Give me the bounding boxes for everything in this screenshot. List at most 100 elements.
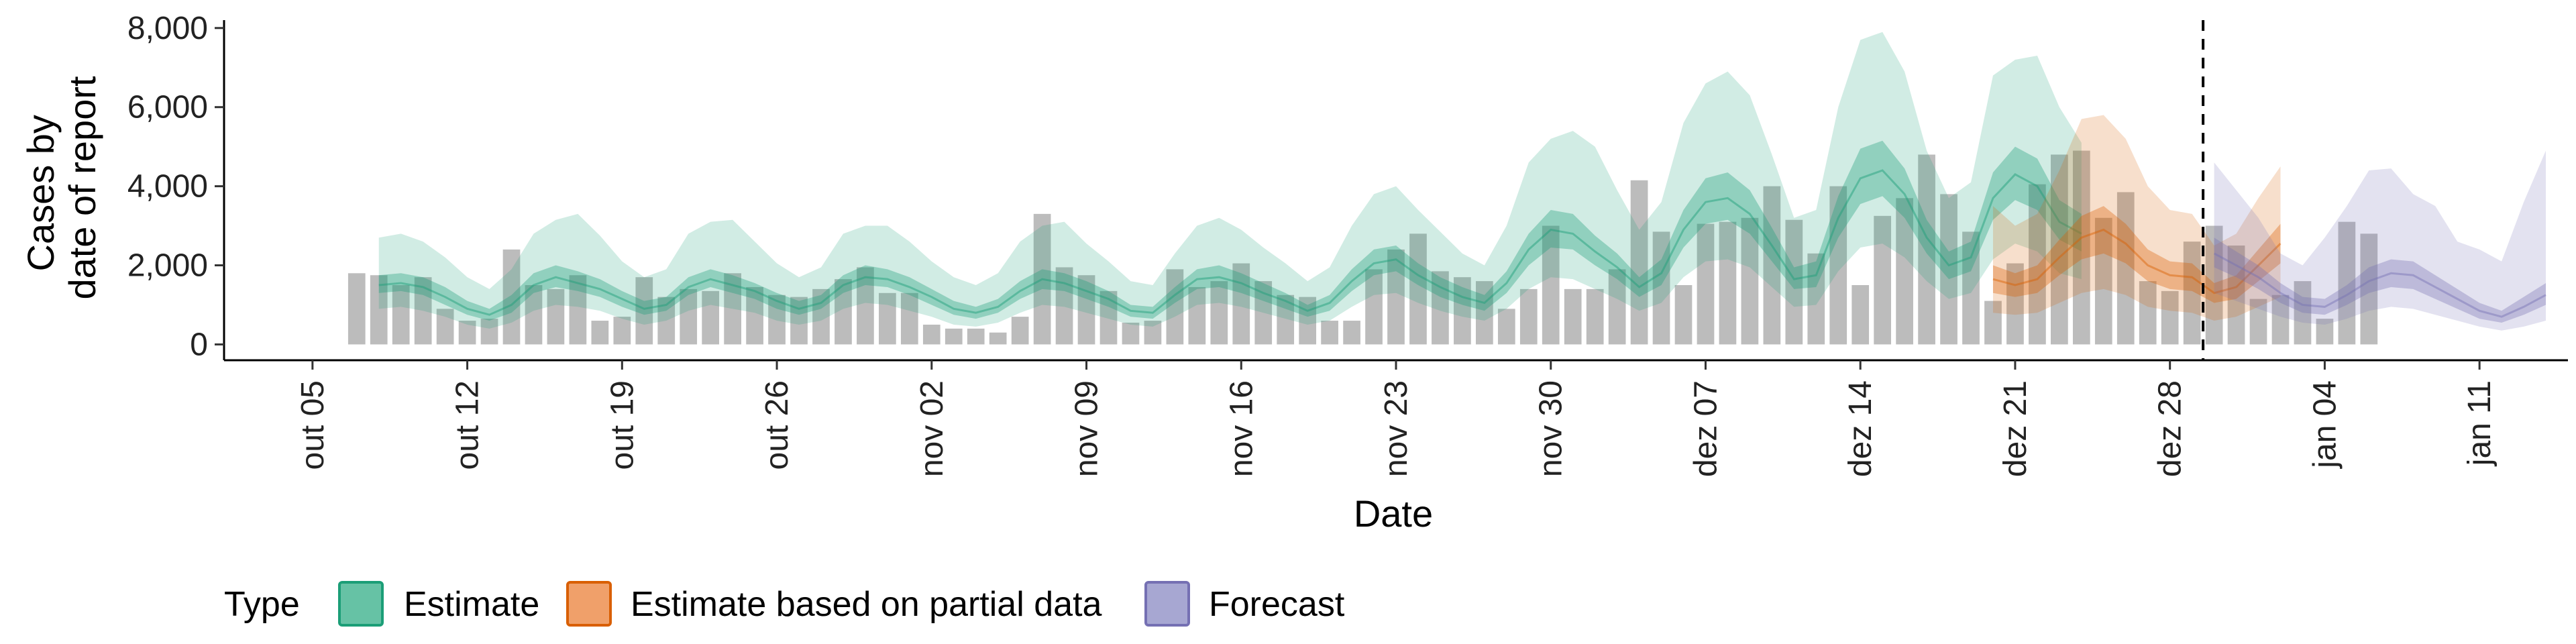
y-tick-label: 6,000 <box>127 90 208 125</box>
case-bar <box>2051 154 2068 345</box>
case-bar <box>1166 269 1184 345</box>
case-bar <box>1542 225 1560 345</box>
case-bar <box>1519 288 1538 345</box>
x-tick-label: jan 04 <box>2307 380 2343 470</box>
case-bar <box>2116 192 2135 345</box>
case-bar <box>1122 322 1140 345</box>
case-bar <box>724 273 741 345</box>
case-bar <box>967 328 985 345</box>
estimate-inner-band <box>378 140 2082 321</box>
x-ticks: out 05 out 12 out 19 out 26 nov 02 nov 09 nov … <box>295 360 2498 477</box>
case-bar <box>2006 263 2024 345</box>
case-bar <box>1299 297 1317 345</box>
partial-outer-band <box>1992 115 2281 321</box>
case-bar <box>525 284 543 345</box>
case-bar <box>1077 275 1095 345</box>
case-bar <box>1918 154 1935 345</box>
case-bar <box>347 273 366 345</box>
case-bar <box>414 277 432 345</box>
case-bar <box>1984 301 2002 345</box>
case-bar <box>2249 299 2267 345</box>
case-bar <box>1409 233 1427 345</box>
case-bar <box>1387 249 1405 345</box>
case-bar <box>1055 267 1073 345</box>
case-bar <box>657 297 676 345</box>
y-ticks: 0 2,000 4,000 6,000 8,000 <box>127 11 224 362</box>
case-bar <box>1432 271 1449 345</box>
x-tick-label: nov 02 <box>914 380 950 477</box>
case-bar <box>1454 277 1471 345</box>
case-bar <box>1033 213 1051 345</box>
case-bar <box>900 292 918 345</box>
case-bar <box>945 328 963 345</box>
case-bar <box>1962 231 1980 345</box>
estimate-outer-band <box>378 32 2082 329</box>
case-bar <box>879 292 896 345</box>
case-bar <box>502 249 521 345</box>
x-tick-label: dez 21 <box>1998 380 2033 477</box>
case-bar <box>2139 281 2157 345</box>
x-tick-label: nov 23 <box>1379 380 1414 477</box>
legend-entry-estimate: Estimate <box>338 581 539 627</box>
x-tick-label: dez 07 <box>1688 380 1723 477</box>
legend-entry-partial: Estimate based on partial data <box>566 581 1102 627</box>
x-tick-label: dez 14 <box>1843 380 1878 477</box>
case-bar <box>1011 317 1029 345</box>
case-bar <box>1475 281 1493 345</box>
case-bar <box>2316 319 2334 345</box>
partial-median-line <box>1992 228 2282 294</box>
case-bar <box>922 324 941 345</box>
case-bar <box>2094 217 2112 345</box>
case-bar <box>2072 150 2090 345</box>
y-tick-label: 0 <box>190 327 208 362</box>
partial-inner-band <box>1992 206 2281 303</box>
case-bar <box>2161 290 2179 345</box>
y-axis-title-line-2: date of report <box>61 76 103 300</box>
case-bar <box>635 277 653 345</box>
x-tick-label: out 26 <box>759 380 795 470</box>
case-bar <box>1099 290 1118 345</box>
case-bar <box>2338 221 2356 345</box>
case-bar <box>1343 321 1360 345</box>
case-bar <box>436 309 454 345</box>
legend-key-forecast <box>1144 581 1190 627</box>
case-bar <box>458 321 476 345</box>
legend-label-forecast: Forecast <box>1209 585 1345 624</box>
case-bar <box>989 332 1007 345</box>
legend-entry-forecast: Forecast <box>1144 581 1345 627</box>
x-tick-label: out 19 <box>604 380 640 470</box>
x-axis-title: Date <box>1354 492 1433 535</box>
legend: Type Estimate Estimate based on partial … <box>224 581 1345 627</box>
case-bar <box>1674 284 1693 345</box>
case-bar <box>1652 231 1670 345</box>
y-axis-title-line-1: Cases by <box>19 115 62 271</box>
case-bar <box>613 317 631 345</box>
x-tick-label: nov 16 <box>1224 380 1259 477</box>
case-bar <box>2227 246 2245 345</box>
case-bar <box>790 297 808 345</box>
case-bar <box>1697 223 1715 345</box>
case-bar <box>1232 263 1250 345</box>
forecast-inner-band <box>2214 237 2546 323</box>
case-bar <box>1586 288 1604 345</box>
case-bar <box>702 290 720 345</box>
reported-cases-bars <box>347 150 2378 345</box>
case-bar <box>1277 294 1295 345</box>
legend-label-estimate: Estimate <box>404 585 539 624</box>
legend-title: Type <box>224 585 300 624</box>
case-bar <box>2271 294 2290 345</box>
case-bar <box>1254 281 1273 345</box>
case-bar <box>2294 281 2312 345</box>
case-bar <box>1564 288 1582 345</box>
y-axis-title: Cases by date of report <box>19 76 103 300</box>
case-bar <box>2360 233 2378 345</box>
x-tick-label: out 05 <box>295 380 331 470</box>
forecast-outer-band <box>2214 150 2546 331</box>
case-bar <box>1719 221 1737 345</box>
case-bar <box>569 275 587 345</box>
x-tick-label: jan 11 <box>2462 380 2498 467</box>
case-bar <box>2029 184 2046 345</box>
case-bar <box>1763 186 1781 345</box>
case-bar <box>768 294 786 345</box>
